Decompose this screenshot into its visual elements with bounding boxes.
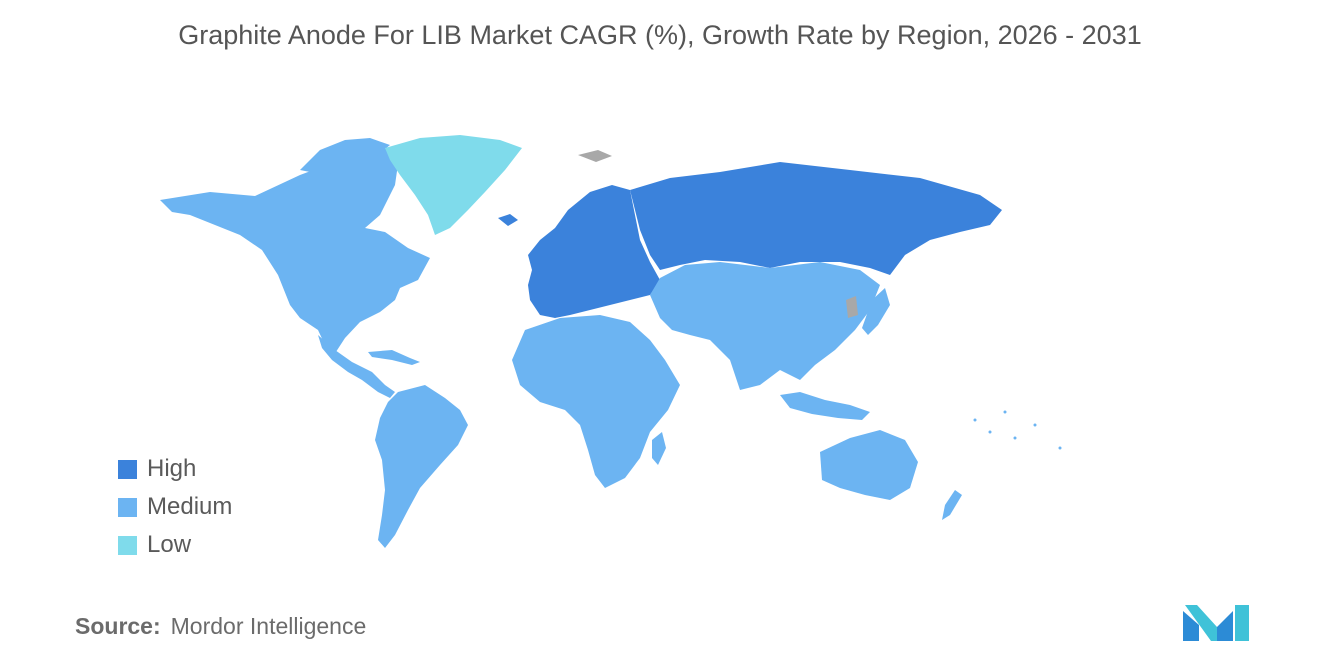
pacific-island: [1033, 423, 1037, 427]
region-svalbard: [578, 150, 612, 162]
pacific-island: [973, 418, 977, 422]
legend-item-low: Low: [118, 526, 232, 564]
map-legend: High Medium Low: [118, 450, 232, 564]
legend-item-high: High: [118, 450, 232, 488]
region-new-zealand: [942, 490, 962, 520]
region-madagascar: [652, 432, 666, 465]
region-central-america: [318, 335, 395, 398]
source-value: Mordor Intelligence: [170, 613, 367, 639]
region-russia: [630, 162, 1002, 275]
region-korea: [846, 296, 858, 318]
region-south-america: [375, 385, 468, 548]
region-greenland: [385, 135, 522, 235]
legend-swatch-high: [118, 459, 137, 479]
region-australia: [820, 430, 918, 500]
region-japan: [862, 288, 890, 335]
mordor-intelligence-logo-icon: [1183, 605, 1249, 641]
region-north-america: [160, 148, 430, 358]
pacific-island: [1003, 410, 1007, 414]
region-caribbean: [368, 350, 420, 365]
legend-label-low: Low: [147, 531, 192, 558]
region-africa: [512, 315, 680, 488]
region-southeast-asia: [780, 392, 870, 420]
pacific-island: [1058, 446, 1062, 450]
legend-swatch-medium: [118, 497, 137, 517]
region-europe: [528, 185, 660, 318]
legend-label-high: High: [147, 455, 197, 482]
pacific-island: [988, 430, 992, 434]
legend-item-medium: Medium: [118, 488, 232, 526]
legend-swatch-low: [118, 535, 137, 555]
legend-label-medium: Medium: [147, 493, 233, 520]
chart-title: Graphite Anode For LIB Market CAGR (%), …: [178, 20, 1142, 50]
region-iceland: [498, 214, 518, 226]
source-label: Source:: [75, 613, 161, 639]
region-asia: [650, 262, 880, 390]
pacific-island: [1013, 436, 1017, 440]
source-line: Source: Mordor Intelligence: [75, 613, 366, 640]
region-canada-islands: [300, 138, 390, 175]
